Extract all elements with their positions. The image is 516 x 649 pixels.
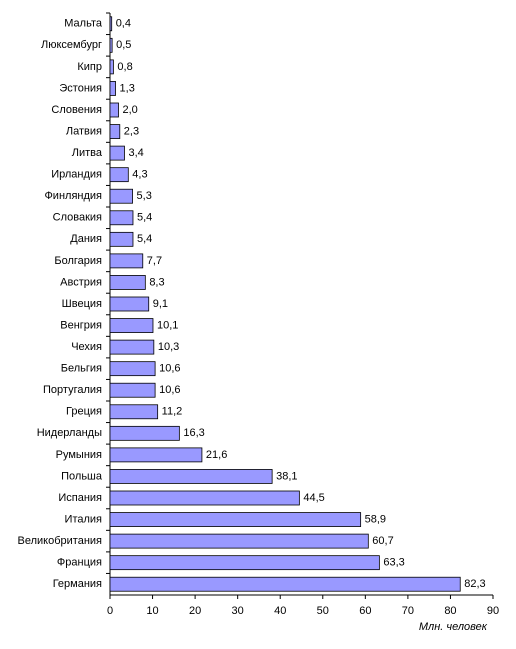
value-label: 21,6: [206, 449, 227, 461]
y-tick-label: Италия: [65, 513, 103, 525]
y-tick-label: Испания: [58, 492, 102, 504]
bar: [109, 447, 203, 463]
y-tick-label: Франция: [57, 557, 102, 569]
bar: [109, 124, 121, 139]
x-tick-label: 10: [146, 605, 158, 617]
bar: [109, 318, 154, 333]
bar: [109, 576, 461, 592]
y-tick-label: Великобритания: [18, 535, 103, 547]
value-label: 5,4: [137, 233, 152, 245]
x-tick-label: 30: [232, 605, 244, 617]
bar: [109, 382, 156, 398]
value-label: 10,3: [158, 341, 179, 353]
y-tick-label: Словения: [51, 104, 102, 116]
value-label: 4,3: [132, 169, 147, 181]
y-tick-label: Кипр: [77, 61, 102, 73]
x-tick-label: 90: [487, 605, 499, 617]
bar: [109, 490, 300, 506]
x-tick-label: 80: [444, 605, 456, 617]
bar: [109, 37, 113, 53]
y-tick-label: Германия: [53, 578, 102, 590]
y-tick-label: Мальта: [64, 18, 103, 30]
value-label: 10,1: [157, 319, 178, 331]
value-label: 1,3: [120, 82, 135, 94]
value-label: 10,6: [159, 363, 180, 375]
y-tick-label: Румыния: [56, 449, 102, 461]
bar: [109, 16, 113, 32]
value-label: 9,1: [153, 298, 168, 310]
value-label: 2,3: [124, 125, 139, 137]
x-tick-label: 0: [107, 605, 113, 617]
y-tick-label: Швеция: [62, 298, 102, 310]
bar: [109, 253, 144, 269]
bar: [109, 231, 134, 247]
bar: [109, 361, 156, 377]
bar: [109, 469, 273, 484]
y-tick-label: Эстония: [59, 82, 102, 94]
value-label: 44,5: [303, 492, 324, 504]
value-label: 10,6: [159, 384, 180, 396]
bar: [109, 425, 180, 441]
bar: [109, 512, 362, 527]
y-tick-label: Дания: [70, 233, 102, 245]
value-label: 3,4: [128, 147, 143, 159]
x-axis-label: Млн. человек: [419, 621, 488, 633]
y-tick-label: Ирландия: [51, 169, 102, 181]
y-tick-label: Греция: [66, 406, 102, 418]
value-label: 63,3: [383, 557, 404, 569]
y-tick-label: Люксембург: [41, 39, 102, 51]
value-label: 7,7: [147, 255, 162, 267]
value-label: 2,0: [123, 104, 138, 116]
value-label: 82,3: [464, 578, 485, 590]
bar: [109, 59, 114, 75]
x-tick-label: 20: [189, 605, 201, 617]
bar: [109, 275, 146, 290]
y-tick-label: Чехия: [71, 341, 102, 353]
y-tick-label: Болгария: [54, 255, 102, 267]
y-tick-label: Финляндия: [44, 190, 102, 202]
bar: [109, 210, 134, 226]
y-tick-label: Литва: [72, 147, 103, 159]
x-tick-label: 40: [274, 605, 286, 617]
y-tick-label: Польша: [61, 470, 103, 482]
bar: [109, 102, 119, 118]
y-tick-label: Словакия: [53, 212, 102, 224]
value-label: 11,2: [162, 406, 183, 418]
x-tick-label: 60: [359, 605, 371, 617]
value-label: 5,4: [137, 212, 152, 224]
bar: [109, 404, 159, 420]
value-label: 8,3: [149, 276, 164, 288]
x-tick-label: 50: [317, 605, 329, 617]
bar: [109, 555, 380, 571]
bar: [109, 145, 125, 161]
bar: [109, 188, 133, 204]
y-tick-label: Венгрия: [60, 319, 102, 331]
value-label: 0,5: [116, 39, 131, 51]
x-tick-label: 70: [402, 605, 414, 617]
value-label: 58,9: [365, 513, 386, 525]
bar: [109, 533, 369, 549]
y-tick-label: Латвия: [66, 125, 102, 137]
bar: [109, 81, 116, 96]
value-label: 38,1: [276, 470, 297, 482]
bar: [109, 167, 129, 183]
value-label: 0,8: [117, 61, 132, 73]
value-label: 60,7: [372, 535, 393, 547]
value-label: 16,3: [183, 427, 204, 439]
bar: [109, 296, 150, 312]
y-tick-label: Португалия: [43, 384, 102, 396]
value-label: 5,3: [137, 190, 152, 202]
y-tick-label: Бельгия: [61, 363, 102, 375]
y-tick-label: Австрия: [60, 276, 102, 288]
bar: [109, 339, 155, 355]
value-label: 0,4: [116, 18, 131, 30]
y-tick-label: Нидерланды: [37, 427, 102, 439]
